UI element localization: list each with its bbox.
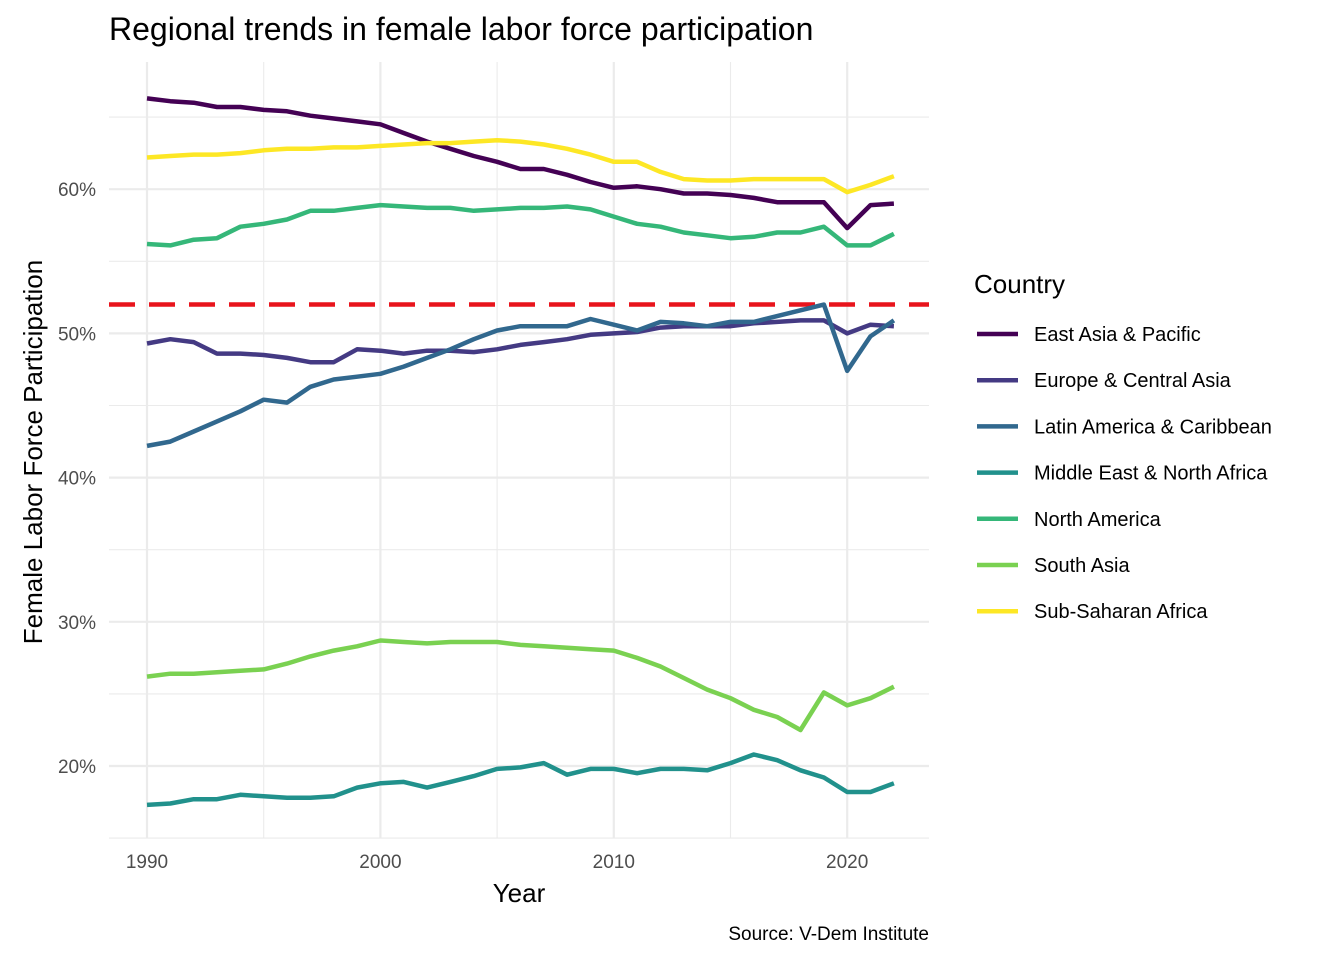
legend-label: South Asia [1034,555,1131,577]
legend-label: East Asia & Pacific [1034,324,1201,346]
series-line-europe-central-asia [146,318,895,365]
x-tick-label: 2010 [593,852,635,873]
gridlines [109,62,929,839]
y-tick-label: 60% [58,180,96,201]
x-axis-ticks: 1990 2000 2010 2020 [126,852,868,873]
legend: East Asia & Pacific Europe & Central Asia… [977,324,1272,623]
series-line-east-asia-pacific [146,96,895,231]
legend-title: Country [974,269,1065,299]
x-axis-title: Year [493,878,546,908]
series-line-sub-saharan-africa [146,137,895,195]
legend-label: Europe & Central Asia [1034,370,1232,392]
y-tick-label: 50% [58,324,96,345]
y-tick-label: 30% [58,613,96,634]
legend-label: Sub-Saharan Africa [1034,601,1208,623]
series-line-north-america [146,202,895,248]
chart-title: Regional trends in female labor force pa… [109,11,813,47]
y-tick-label: 20% [58,757,96,778]
series-line-south-asia [146,638,895,733]
chart-caption: Source: V-Dem Institute [728,924,929,945]
x-tick-label: 2000 [359,852,401,873]
y-axis-title: Female Labor Force Participation [18,260,48,644]
legend-label: Middle East & North Africa [1034,463,1268,485]
legend-label: Latin America & Caribbean [1034,416,1272,438]
series-line-middle-east-north-africa [146,752,895,808]
legend-label: North America [1034,509,1162,531]
x-tick-label: 1990 [126,852,168,873]
x-tick-label: 2020 [826,852,868,873]
y-axis-ticks: 20% 30% 40% 50% 60% [58,180,96,778]
y-tick-label: 40% [58,469,96,490]
series-line-latin-america-caribbean [146,302,896,449]
series-lines [146,96,896,808]
